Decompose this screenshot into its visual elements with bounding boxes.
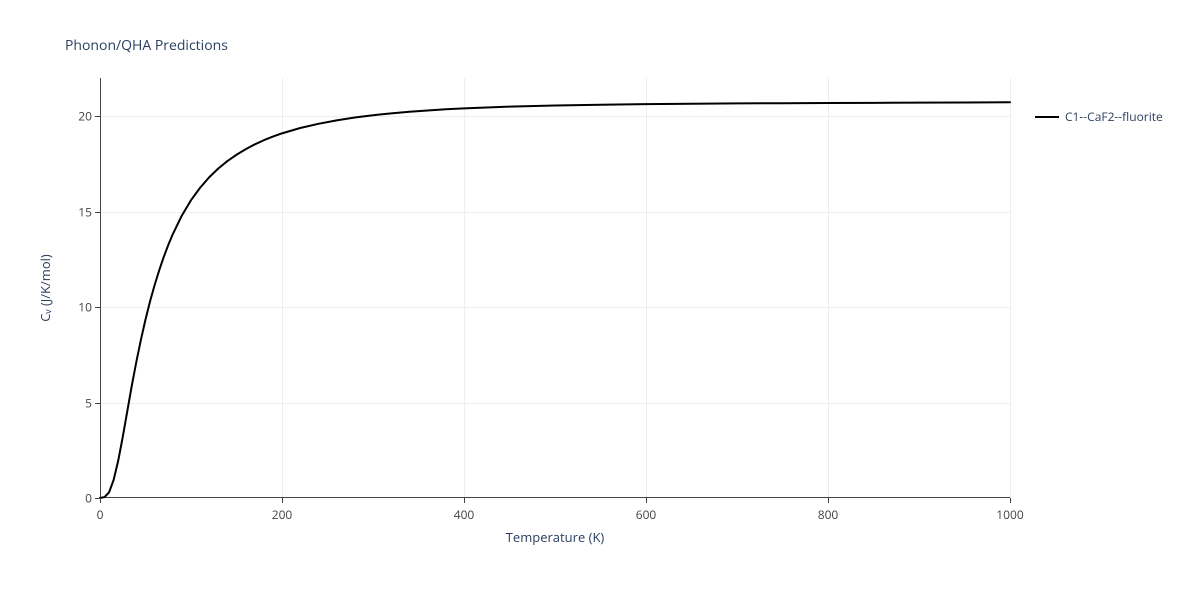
legend-series-label: C1--CaF2--fluorite — [1065, 108, 1163, 125]
chart-title: Phonon/QHA Predictions — [65, 36, 228, 55]
x-tick-label: 1000 — [996, 506, 1023, 523]
y-tick — [95, 498, 100, 499]
x-axis-title: Temperature (K) — [506, 528, 605, 546]
x-gridline — [1010, 78, 1011, 498]
y-tick — [95, 116, 100, 117]
legend: C1--CaF2--fluorite — [1035, 108, 1163, 125]
plot-area — [100, 78, 1010, 498]
x-tick-label: 400 — [454, 506, 475, 523]
chart-container: { "chart": { "type": "line", "title": "P… — [0, 0, 1200, 600]
y-axis-title: Cᵥ (J/K/mol) — [36, 254, 54, 322]
x-tick — [828, 498, 829, 503]
x-tick — [464, 498, 465, 503]
x-tick-label: 800 — [818, 506, 839, 523]
series-line — [100, 102, 1010, 498]
x-tick — [282, 498, 283, 503]
y-tick-label: 5 — [85, 394, 92, 411]
x-tick-label: 0 — [97, 506, 104, 523]
x-tick — [100, 498, 101, 503]
x-tick — [646, 498, 647, 503]
y-tick-label: 15 — [78, 203, 92, 220]
x-tick-label: 600 — [636, 506, 657, 523]
y-tick-label: 10 — [78, 299, 92, 316]
y-tick — [95, 212, 100, 213]
y-tick — [95, 307, 100, 308]
x-tick-label: 200 — [272, 506, 293, 523]
x-tick — [1010, 498, 1011, 503]
series-svg — [100, 78, 1010, 498]
y-tick-label: 0 — [85, 490, 92, 507]
y-tick-label: 20 — [78, 108, 92, 125]
legend-line-swatch — [1035, 116, 1059, 118]
y-tick — [95, 403, 100, 404]
